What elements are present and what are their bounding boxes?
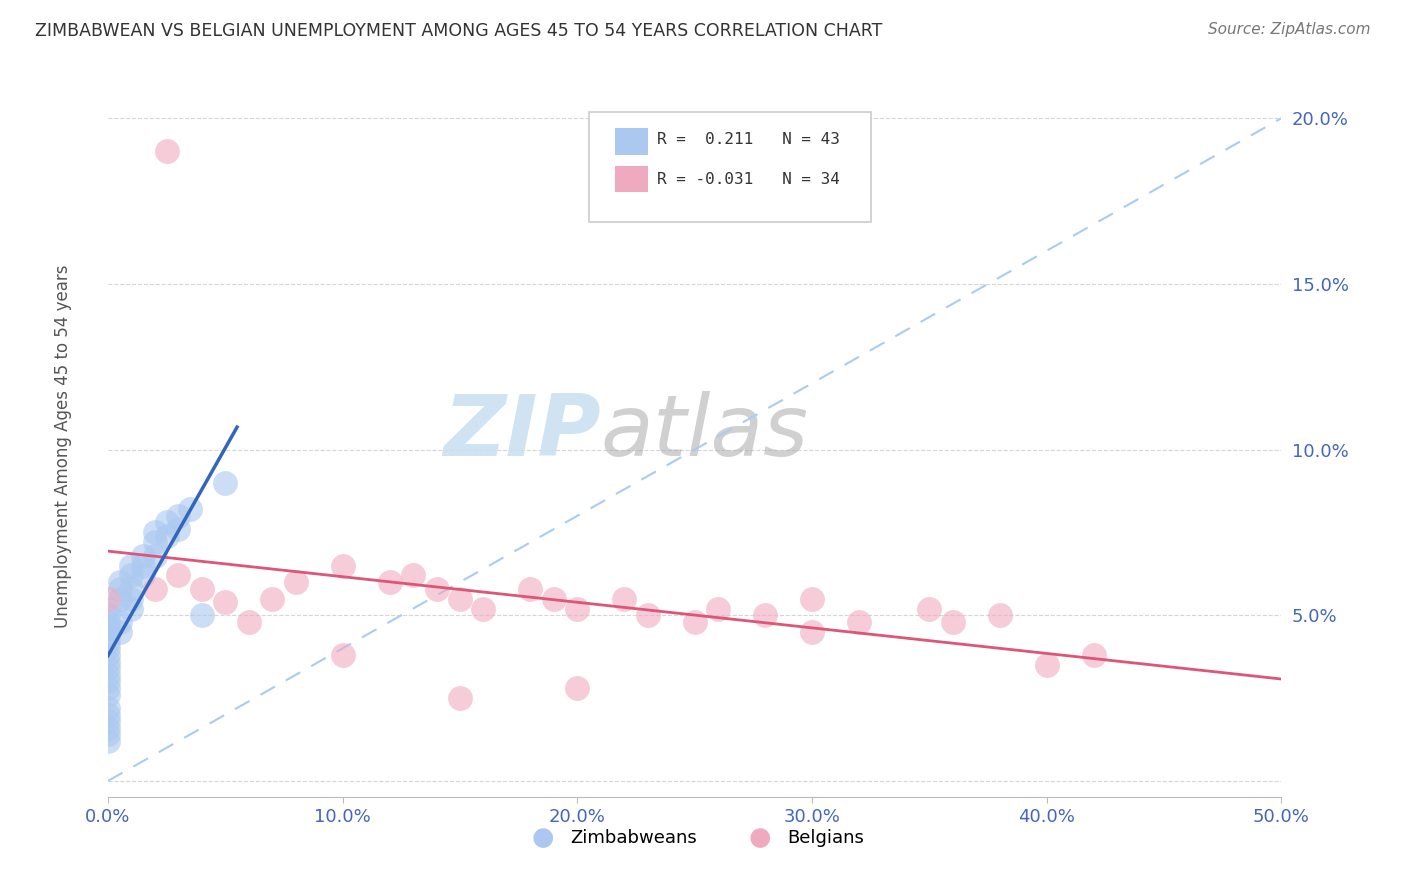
Bar	[614, 166, 648, 193]
Point	[378, 575, 401, 590]
Point	[97, 668, 120, 682]
Point	[942, 615, 965, 629]
Point	[120, 568, 142, 582]
Point	[1035, 657, 1057, 672]
Point	[1083, 648, 1105, 662]
Point	[97, 591, 120, 606]
Point	[97, 674, 120, 689]
Point	[284, 575, 307, 590]
Point	[97, 641, 120, 656]
Point	[156, 529, 179, 543]
Point	[97, 634, 120, 648]
Text: Source: ZipAtlas.com: Source: ZipAtlas.com	[1208, 22, 1371, 37]
Point	[449, 691, 471, 706]
Point	[191, 608, 214, 623]
Point	[97, 615, 120, 629]
Text: ZIP: ZIP	[443, 392, 600, 475]
Point	[238, 615, 260, 629]
Point	[543, 591, 565, 606]
Point	[848, 615, 870, 629]
Point	[97, 734, 120, 748]
Point	[472, 601, 495, 615]
Point	[132, 558, 155, 573]
Point	[449, 591, 471, 606]
Point	[97, 661, 120, 675]
Point	[132, 568, 155, 582]
Point	[97, 721, 120, 735]
Point	[167, 508, 190, 523]
Point	[132, 549, 155, 563]
Point	[143, 525, 166, 540]
Point	[97, 622, 120, 636]
Point	[97, 727, 120, 741]
Point	[143, 535, 166, 549]
Text: R = -0.031   N = 34: R = -0.031 N = 34	[657, 172, 839, 186]
Point	[402, 568, 425, 582]
Point	[143, 582, 166, 596]
Point	[262, 591, 284, 606]
Point	[97, 601, 120, 615]
Point	[97, 701, 120, 715]
Point	[332, 558, 354, 573]
Point	[120, 601, 142, 615]
Point	[108, 615, 131, 629]
Point	[567, 601, 589, 615]
Point	[754, 608, 776, 623]
Point	[97, 655, 120, 669]
Point	[801, 624, 824, 639]
Point	[97, 714, 120, 729]
Point	[179, 502, 201, 516]
Point	[167, 568, 190, 582]
Text: Unemployment Among Ages 45 to 54 years: Unemployment Among Ages 45 to 54 years	[55, 264, 72, 628]
Point	[519, 582, 541, 596]
Point	[108, 575, 131, 590]
Legend: Zimbabweans, Belgians: Zimbabweans, Belgians	[517, 822, 872, 854]
Text: R =  0.211   N = 43: R = 0.211 N = 43	[657, 132, 839, 147]
Point	[108, 582, 131, 596]
Point	[801, 591, 824, 606]
Point	[425, 582, 447, 596]
Point	[707, 601, 730, 615]
Point	[97, 648, 120, 662]
Point	[97, 688, 120, 702]
Point	[156, 516, 179, 530]
Point	[108, 624, 131, 639]
Point	[120, 591, 142, 606]
Point	[120, 558, 142, 573]
Point	[918, 601, 941, 615]
Point	[214, 475, 236, 490]
Point	[97, 628, 120, 642]
FancyBboxPatch shape	[589, 112, 870, 221]
Point	[332, 648, 354, 662]
Point	[683, 615, 706, 629]
Point	[97, 608, 120, 623]
Point	[567, 681, 589, 695]
Point	[214, 595, 236, 609]
Point	[613, 591, 636, 606]
Text: ZIMBABWEAN VS BELGIAN UNEMPLOYMENT AMONG AGES 45 TO 54 YEARS CORRELATION CHART: ZIMBABWEAN VS BELGIAN UNEMPLOYMENT AMONG…	[35, 22, 883, 40]
Point	[191, 582, 214, 596]
Point	[156, 145, 179, 159]
Point	[97, 681, 120, 695]
Text: atlas: atlas	[600, 392, 808, 475]
Point	[143, 549, 166, 563]
Point	[167, 522, 190, 536]
Point	[108, 591, 131, 606]
Point	[120, 582, 142, 596]
Point	[637, 608, 659, 623]
Point	[988, 608, 1011, 623]
Point	[97, 707, 120, 722]
Bar	[614, 128, 648, 154]
